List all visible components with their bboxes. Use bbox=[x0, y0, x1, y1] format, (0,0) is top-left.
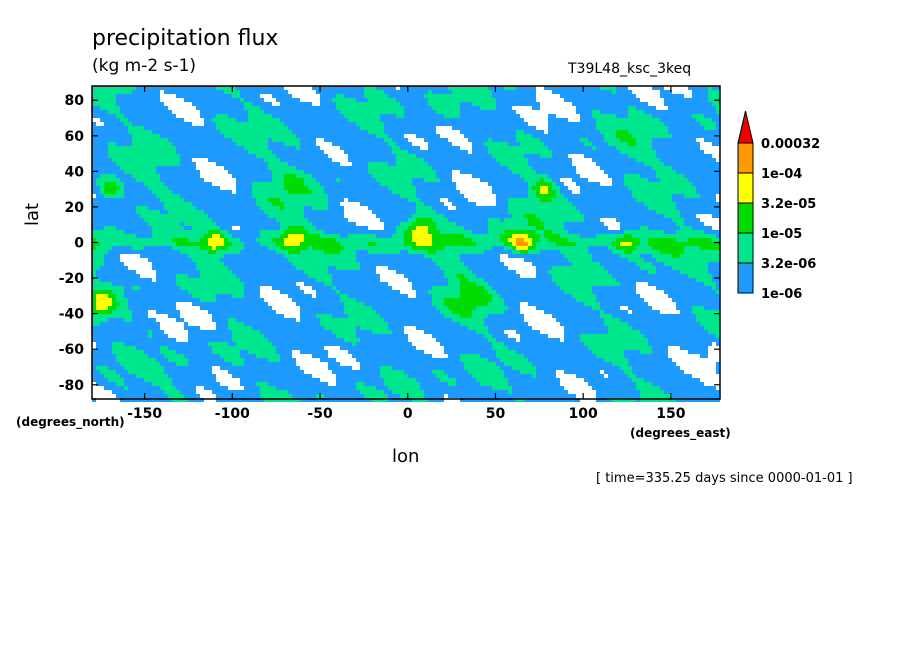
chart-title: precipitation flux bbox=[92, 26, 279, 51]
chart-units: (kg m-2 s-1) bbox=[92, 56, 197, 76]
y-tick-label: 60 bbox=[65, 129, 85, 145]
y-axis-ticks: 80 60 40 20 0 -20 -40 -60 -80 bbox=[59, 93, 720, 394]
y-tick-label: -40 bbox=[59, 307, 85, 323]
x-tick-label: 100 bbox=[569, 406, 598, 422]
x-tick-label: 50 bbox=[486, 406, 506, 422]
x-axis-units: (degrees_east) bbox=[630, 426, 731, 440]
y-tick-label: 20 bbox=[65, 200, 85, 216]
x-tick-label: 150 bbox=[656, 406, 685, 422]
colorbar-extend-triangle bbox=[737, 110, 754, 144]
y-tick-label: -20 bbox=[59, 271, 85, 287]
colorbar-label: 0.00032 bbox=[761, 137, 820, 152]
x-tick-label: -150 bbox=[127, 406, 162, 422]
colorbar-swatch bbox=[737, 232, 754, 264]
colorbar-label: 1e-05 bbox=[761, 227, 802, 242]
y-tick-label: -80 bbox=[59, 378, 85, 394]
run-id: T39L48_ksc_3keq bbox=[568, 61, 692, 77]
heatmap-field bbox=[92, 86, 720, 402]
x-axis-label: lon bbox=[392, 446, 420, 467]
colorbar-label: 3.2e-05 bbox=[761, 197, 816, 212]
colorbar-swatch bbox=[737, 262, 754, 294]
x-tick-label: -100 bbox=[215, 406, 250, 422]
y-tick-label: 0 bbox=[74, 236, 84, 252]
time-note: [ time=335.25 days since 0000-01-01 ] bbox=[596, 471, 853, 486]
colorbar: 1e-06 3.2e-06 1e-05 3.2e-05 1e-04 0.00032 bbox=[737, 110, 820, 302]
x-axis-ticks: -150 -100 -50 0 50 100 150 bbox=[127, 86, 686, 422]
colorbar-label: 1e-06 bbox=[761, 287, 802, 302]
y-axis-units: (degrees_north) bbox=[16, 415, 125, 429]
y-tick-label: -60 bbox=[59, 342, 85, 358]
x-tick-label: -50 bbox=[307, 406, 333, 422]
colorbar-swatch bbox=[737, 142, 754, 174]
y-tick-label: 80 bbox=[65, 93, 85, 109]
y-tick-label: 40 bbox=[65, 164, 85, 180]
y-axis-label: lat bbox=[22, 202, 43, 226]
x-tick-label: 0 bbox=[403, 406, 413, 422]
colorbar-swatch bbox=[737, 202, 754, 234]
colorbar-swatch bbox=[737, 172, 754, 204]
colorbar-label: 3.2e-06 bbox=[761, 257, 816, 272]
colorbar-label: 1e-04 bbox=[761, 167, 802, 182]
